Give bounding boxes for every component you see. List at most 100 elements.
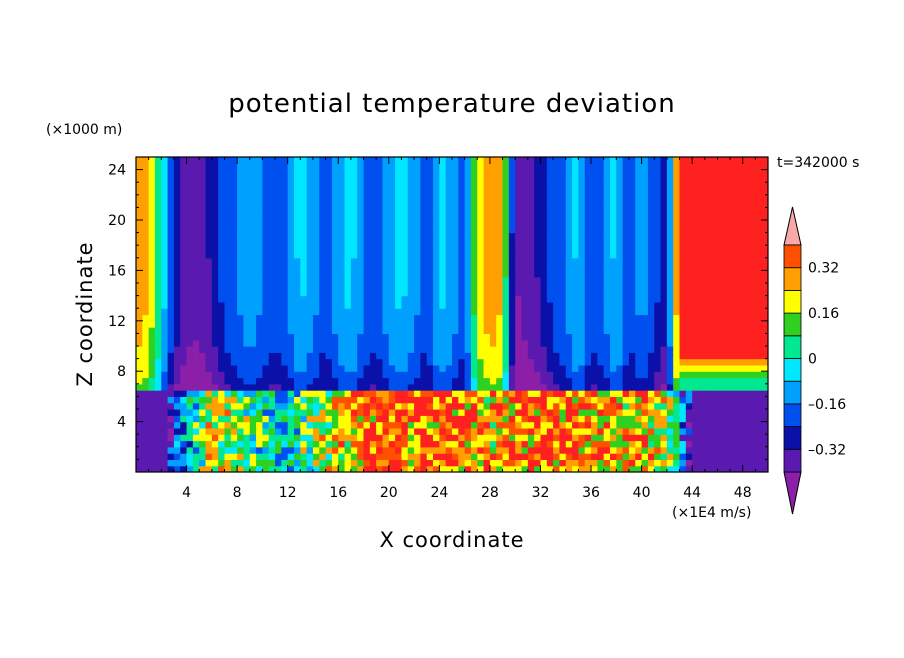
contour-cell [420, 346, 428, 353]
contour-cell [407, 245, 415, 253]
contour-cell [262, 346, 270, 353]
contour-cell [312, 194, 320, 202]
contour-cell [344, 289, 352, 297]
contour-cell [420, 257, 428, 265]
contour-cell [584, 188, 592, 196]
contour-cell [199, 289, 207, 297]
contour-cell [426, 459, 434, 467]
contour-cell [711, 213, 719, 221]
contour-cell [256, 276, 263, 284]
contour-cell [224, 377, 232, 385]
contour-cell [294, 465, 301, 472]
contour-cell [761, 352, 768, 360]
contour-cell [470, 421, 478, 429]
contour-cell [249, 453, 257, 460]
contour-cell [711, 459, 719, 467]
contour-cell [755, 396, 763, 404]
contour-cell [154, 257, 162, 265]
contour-cell [464, 346, 472, 353]
contour-cell [325, 383, 333, 391]
contour-cell [167, 308, 175, 316]
contour-cell [331, 371, 339, 379]
contour-cell [742, 446, 750, 454]
contour-cell [521, 371, 529, 379]
contour-cell [540, 396, 548, 404]
contour-cell [167, 396, 175, 404]
contour-cell [749, 163, 756, 171]
contour-cell [426, 327, 434, 334]
contour-cell [268, 421, 276, 429]
contour-cell [755, 377, 763, 385]
contour-cell [749, 390, 756, 397]
contour-cell [192, 415, 200, 423]
contour-cell [534, 415, 542, 423]
contour-cell [755, 251, 763, 259]
contour-cell [660, 188, 668, 196]
contour-cell [458, 459, 466, 467]
contour-cell [711, 264, 719, 271]
contour-cell [388, 308, 396, 316]
contour-cell [755, 308, 763, 316]
contour-cell [173, 226, 181, 234]
contour-cell [641, 283, 649, 290]
contour-cell [426, 308, 434, 316]
contour-cell [433, 358, 440, 366]
contour-cell [698, 396, 706, 404]
contour-cell [173, 188, 181, 196]
contour-cell [730, 251, 737, 259]
contour-cell [414, 182, 421, 190]
contour-cell [470, 308, 478, 316]
contour-cell [161, 232, 169, 240]
contour-cell [761, 364, 768, 372]
contour-cell [262, 232, 270, 240]
contour-cell [256, 346, 263, 353]
contour-cell [445, 238, 453, 246]
contour-cell [180, 358, 188, 366]
contour-cell [540, 371, 548, 379]
contour-cell [426, 295, 434, 303]
contour-cell [243, 232, 251, 240]
contour-cell [186, 314, 194, 322]
contour-cell [382, 201, 390, 208]
contour-cell [452, 371, 459, 379]
contour-cell [401, 188, 409, 196]
contour-cell [350, 339, 358, 347]
contour-cell [458, 358, 466, 366]
contour-cell [312, 314, 320, 322]
contour-cell [142, 175, 150, 183]
contour-cell [628, 175, 636, 183]
contour-cell [515, 194, 523, 202]
contour-cell [527, 201, 535, 208]
contour-cell [136, 188, 143, 196]
contour-cell [477, 264, 485, 271]
contour-cell [199, 226, 207, 234]
contour-cell [597, 232, 605, 240]
contour-cell [268, 238, 276, 246]
contour-cell [647, 182, 655, 190]
contour-cell [268, 364, 276, 372]
contour-cell [673, 364, 681, 372]
contour-cell [742, 213, 750, 221]
contour-cell [376, 327, 384, 334]
contour-cell [565, 377, 573, 385]
contour-cell [376, 264, 384, 271]
contour-cell [603, 440, 611, 448]
contour-cell [167, 459, 175, 467]
contour-cell [218, 415, 226, 423]
contour-cell [256, 327, 263, 334]
contour-cell [262, 308, 270, 316]
contour-cell [749, 465, 756, 472]
contour-cell [685, 390, 693, 397]
contour-cell [344, 327, 352, 334]
contour-cell [635, 232, 643, 240]
contour-cell [723, 453, 731, 460]
contour-cell [452, 251, 459, 259]
contour-cell [723, 182, 731, 190]
contour-cell [717, 188, 725, 196]
contour-cell [679, 409, 687, 416]
contour-cell [414, 295, 421, 303]
contour-cell [584, 232, 592, 240]
contour-cell [553, 446, 561, 454]
contour-cell [464, 157, 472, 164]
contour-cell [420, 194, 428, 202]
